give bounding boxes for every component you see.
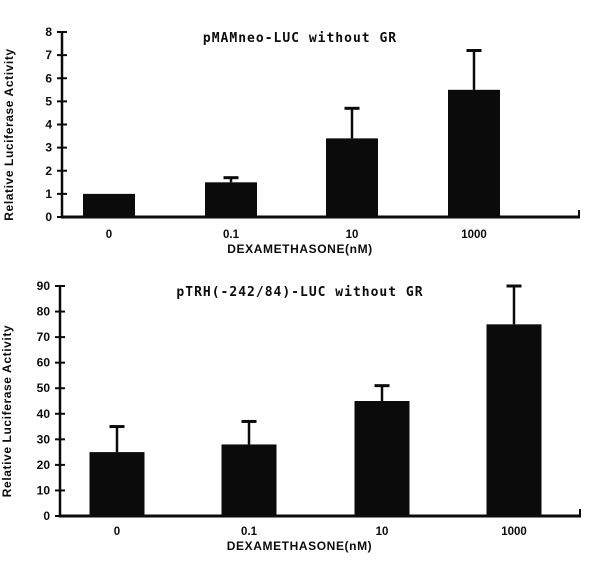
x-tick-label: 10 bbox=[376, 526, 389, 538]
bar bbox=[486, 324, 542, 516]
y-axis-title: Relative Luciferase Activity bbox=[0, 325, 14, 497]
y-tick-label: 30 bbox=[37, 432, 51, 446]
y-tick-label: 5 bbox=[45, 94, 52, 108]
x-tick-label: 0 bbox=[114, 526, 120, 538]
y-tick-label: 50 bbox=[37, 381, 51, 395]
x-tick-label: 0.1 bbox=[241, 526, 258, 538]
bar bbox=[205, 182, 257, 217]
x-tick-label: 0 bbox=[106, 229, 112, 241]
x-tick-label: 0.1 bbox=[223, 229, 240, 241]
x-tick-label: 1000 bbox=[501, 526, 527, 538]
y-tick-label: 2 bbox=[45, 164, 52, 178]
y-tick-label: 3 bbox=[45, 141, 52, 155]
y-axis-title: Relative Luciferase Activity bbox=[2, 48, 16, 220]
bar bbox=[448, 89, 500, 217]
bar bbox=[354, 401, 410, 516]
y-tick-label: 10 bbox=[37, 483, 51, 497]
y-tick-label: 1 bbox=[45, 187, 52, 201]
y-tick-label: 4 bbox=[45, 118, 52, 132]
y-tick-label: 8 bbox=[45, 25, 52, 39]
chart-panel-2: 0 10 20 30 40 50 60 70 80 90 0 0.1 10 1000 pTRH(-242/8… bbox=[0, 279, 581, 553]
y-tick-label: 60 bbox=[37, 356, 51, 370]
bar bbox=[326, 138, 378, 217]
x-axis-title: DEXAMETHASONE(nM) bbox=[227, 242, 373, 256]
bar bbox=[89, 452, 145, 516]
x-tick-label: 1000 bbox=[461, 229, 487, 241]
y-tick-label: 20 bbox=[37, 458, 51, 472]
bar bbox=[221, 444, 277, 516]
y-tick-label: 0 bbox=[45, 210, 52, 224]
chart-title: pMAMneo-LUC without GR bbox=[203, 31, 397, 46]
y-tick-label: 6 bbox=[45, 71, 52, 85]
y-tick-label: 80 bbox=[37, 305, 51, 319]
y-tick-label: 40 bbox=[37, 407, 51, 421]
chart-title: pTRH(-242/84)-LUC without GR bbox=[176, 285, 423, 300]
x-tick-label: 10 bbox=[346, 229, 359, 241]
bar bbox=[83, 193, 135, 217]
y-tick-label: 0 bbox=[43, 509, 50, 523]
y-tick-label: 7 bbox=[45, 48, 52, 62]
y-tick-label: 90 bbox=[37, 279, 51, 293]
chart-panel-1: 0 1 2 3 4 5 6 7 8 0 0.1 10 1000 pMAMneo-LUC without G… bbox=[2, 25, 580, 256]
y-tick-label: 70 bbox=[37, 330, 51, 344]
x-axis-title: DEXAMETHASONE(nM) bbox=[227, 539, 373, 553]
